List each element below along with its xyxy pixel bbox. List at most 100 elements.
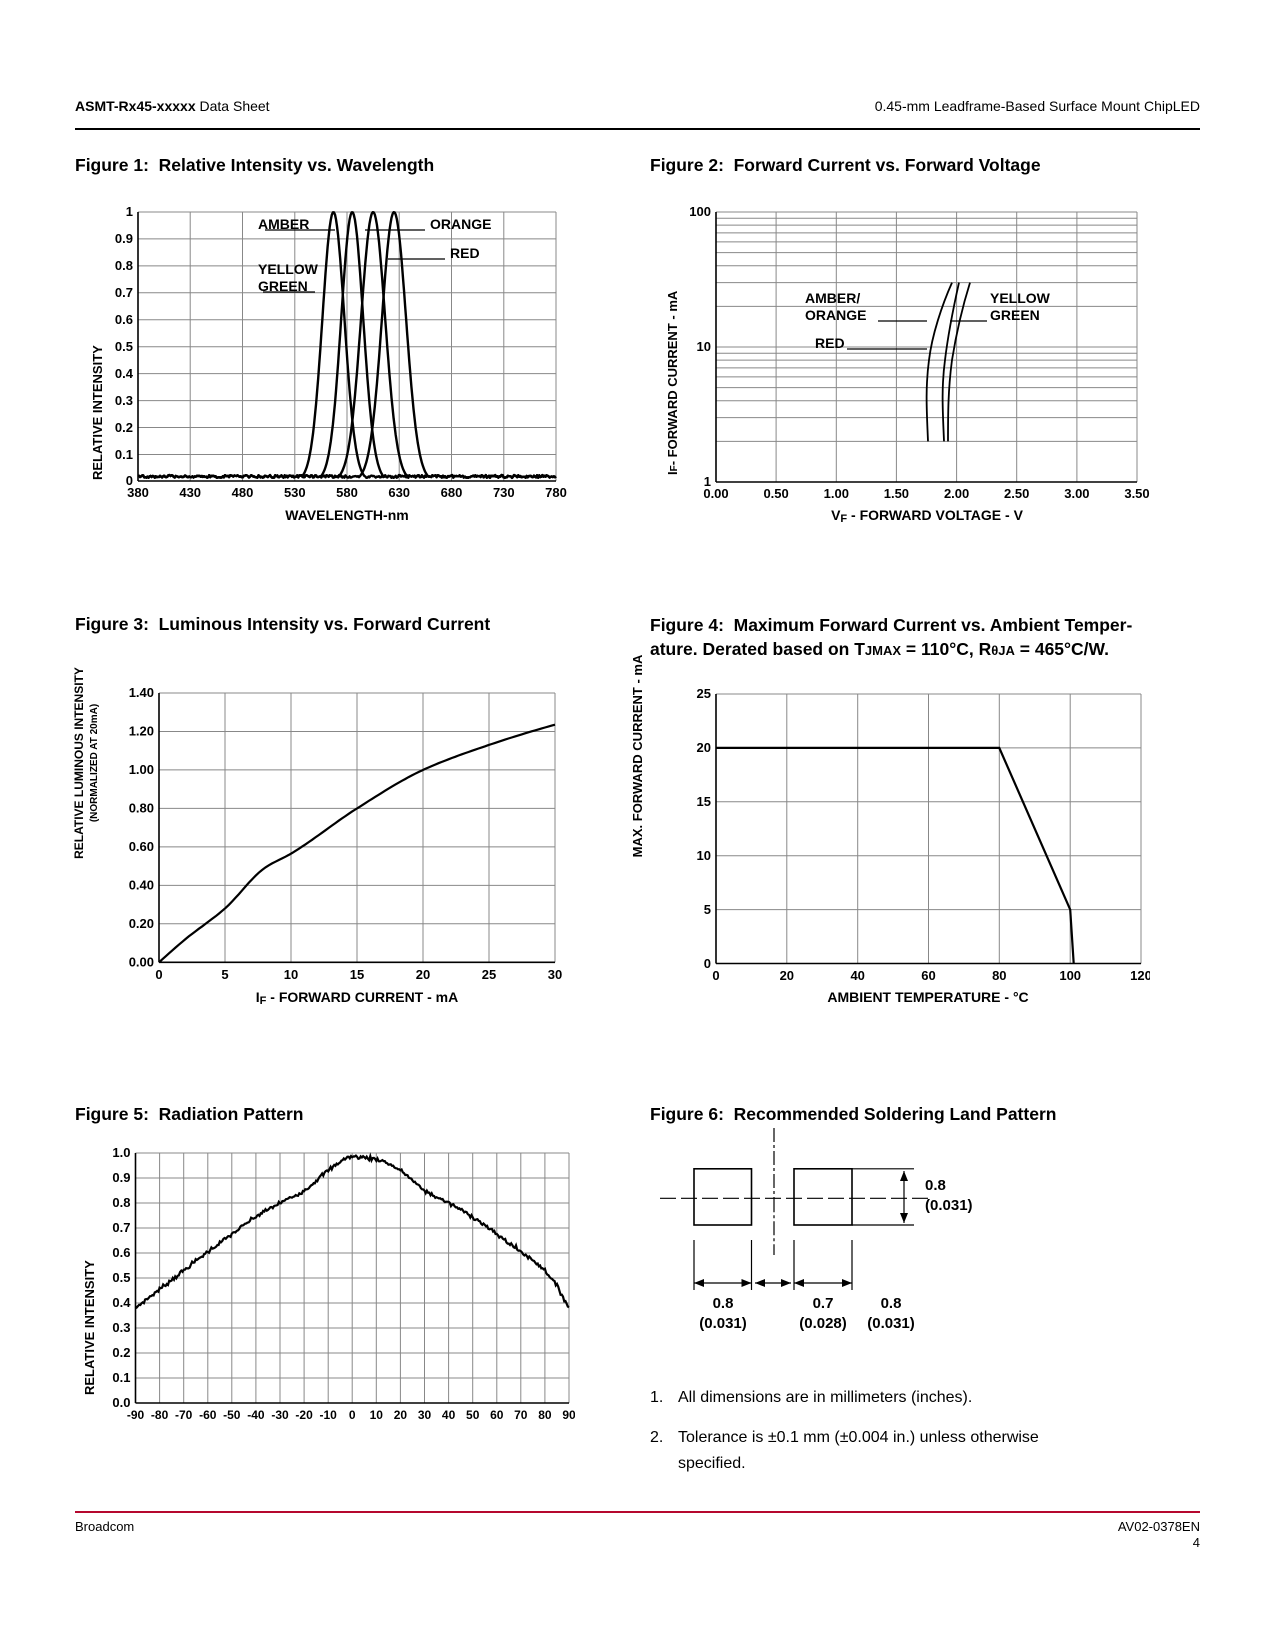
svg-text:RED: RED <box>450 245 480 261</box>
svg-text:IF - FORWARD CURRENT - mA: IF - FORWARD CURRENT - mA <box>256 989 458 1007</box>
svg-text:0.9: 0.9 <box>112 1170 130 1185</box>
svg-text:-30: -30 <box>271 1408 289 1422</box>
svg-text:(0.028): (0.028) <box>799 1315 847 1332</box>
svg-text:0: 0 <box>155 967 162 982</box>
svg-text:630: 630 <box>388 485 410 500</box>
svg-text:100: 100 <box>689 204 711 219</box>
svg-text:YELLOW: YELLOW <box>258 261 319 277</box>
svg-text:0.7: 0.7 <box>115 285 133 300</box>
svg-text:30: 30 <box>548 967 562 982</box>
svg-text:10: 10 <box>284 967 298 982</box>
svg-text:50: 50 <box>466 1408 480 1422</box>
svg-text:1: 1 <box>126 204 133 219</box>
svg-text:0.2: 0.2 <box>115 420 133 435</box>
svg-text:VF - FORWARD VOLTAGE - V: VF - FORWARD VOLTAGE - V <box>831 507 1024 525</box>
svg-text:1.50: 1.50 <box>884 486 909 501</box>
svg-text:WAVELENGTH-nm: WAVELENGTH-nm <box>285 507 408 523</box>
svg-text:5: 5 <box>704 902 711 917</box>
svg-text:0.20: 0.20 <box>129 916 154 931</box>
svg-text:0.7: 0.7 <box>112 1220 130 1235</box>
svg-text:40: 40 <box>442 1408 456 1422</box>
svg-text:3.50: 3.50 <box>1124 486 1149 501</box>
svg-text:20: 20 <box>780 968 794 983</box>
svg-text:20: 20 <box>697 740 711 755</box>
svg-text:(0.031): (0.031) <box>699 1315 747 1332</box>
svg-text:10: 10 <box>697 339 711 354</box>
svg-text:40: 40 <box>850 968 864 983</box>
svg-text:0.8: 0.8 <box>112 1195 130 1210</box>
svg-text:0.8: 0.8 <box>713 1295 734 1312</box>
svg-text:-40: -40 <box>247 1408 265 1422</box>
svg-text:-50: -50 <box>223 1408 241 1422</box>
svg-text:RED: RED <box>815 335 845 351</box>
svg-text:-70: -70 <box>175 1408 193 1422</box>
svg-text:0.5: 0.5 <box>115 339 133 354</box>
svg-text:1.40: 1.40 <box>129 685 154 700</box>
svg-text:0.7: 0.7 <box>813 1295 834 1312</box>
svg-text:20: 20 <box>416 967 430 982</box>
svg-text:60: 60 <box>921 968 935 983</box>
svg-text:ORANGE: ORANGE <box>805 307 866 323</box>
svg-text:1.20: 1.20 <box>129 724 154 739</box>
svg-text:80: 80 <box>992 968 1006 983</box>
svg-text:20: 20 <box>394 1408 408 1422</box>
svg-text:0.9: 0.9 <box>115 231 133 246</box>
svg-text:-80: -80 <box>151 1408 169 1422</box>
svg-text:10: 10 <box>697 848 711 863</box>
svg-text:GREEN: GREEN <box>990 307 1040 323</box>
svg-text:0.4: 0.4 <box>115 366 134 381</box>
svg-text:0.2: 0.2 <box>112 1345 130 1360</box>
svg-text:0.40: 0.40 <box>129 877 154 892</box>
svg-text:2.00: 2.00 <box>944 486 969 501</box>
svg-text:1.00: 1.00 <box>824 486 849 501</box>
svg-text:0: 0 <box>704 956 711 971</box>
svg-text:90: 90 <box>562 1408 575 1422</box>
svg-text:30: 30 <box>418 1408 432 1422</box>
svg-text:-20: -20 <box>295 1408 313 1422</box>
svg-text:0.6: 0.6 <box>115 312 133 327</box>
svg-text:100: 100 <box>1059 968 1081 983</box>
svg-text:AMBIENT TEMPERATURE - °C: AMBIENT TEMPERATURE - °C <box>827 989 1028 1005</box>
svg-text:0.60: 0.60 <box>129 839 154 854</box>
svg-text:ANGLE: ANGLE <box>328 1429 377 1430</box>
svg-text:70: 70 <box>514 1408 528 1422</box>
svg-text:-60: -60 <box>199 1408 217 1422</box>
svg-text:120: 120 <box>1130 968 1150 983</box>
svg-text:0.3: 0.3 <box>115 393 133 408</box>
svg-text:0.1: 0.1 <box>115 447 133 462</box>
svg-text:430: 430 <box>179 485 201 500</box>
svg-text:ORANGE: ORANGE <box>430 216 491 232</box>
svg-text:(0.031): (0.031) <box>925 1197 973 1214</box>
svg-text:3.00: 3.00 <box>1064 486 1089 501</box>
svg-text:-90: -90 <box>127 1408 145 1422</box>
svg-text:0.8: 0.8 <box>925 1177 946 1194</box>
svg-text:25: 25 <box>482 967 496 982</box>
svg-text:10: 10 <box>370 1408 384 1422</box>
svg-text:15: 15 <box>350 967 364 982</box>
svg-text:0.00: 0.00 <box>703 486 728 501</box>
svg-text:680: 680 <box>441 485 463 500</box>
svg-text:0: 0 <box>349 1408 356 1422</box>
svg-text:530: 530 <box>284 485 306 500</box>
svg-text:1.00: 1.00 <box>129 762 154 777</box>
svg-text:5: 5 <box>221 967 228 982</box>
svg-text:0.6: 0.6 <box>112 1245 130 1260</box>
svg-text:80: 80 <box>538 1408 552 1422</box>
svg-text:(0.031): (0.031) <box>867 1315 915 1332</box>
svg-text:0.4: 0.4 <box>112 1295 131 1310</box>
svg-text:0: 0 <box>712 968 719 983</box>
svg-text:2.50: 2.50 <box>1004 486 1029 501</box>
svg-text:0.8: 0.8 <box>881 1295 902 1312</box>
svg-text:0.1: 0.1 <box>112 1370 130 1385</box>
svg-text:580: 580 <box>336 485 358 500</box>
svg-text:YELLOW: YELLOW <box>990 290 1051 306</box>
svg-text:480: 480 <box>232 485 254 500</box>
svg-text:0.8: 0.8 <box>115 258 133 273</box>
svg-text:780: 780 <box>545 485 567 500</box>
svg-text:15: 15 <box>697 794 711 809</box>
svg-text:-10: -10 <box>320 1408 338 1422</box>
svg-text:25: 25 <box>697 686 711 701</box>
svg-text:0.80: 0.80 <box>129 800 154 815</box>
svg-text:0.50: 0.50 <box>763 486 788 501</box>
svg-text:0.00: 0.00 <box>129 954 154 969</box>
